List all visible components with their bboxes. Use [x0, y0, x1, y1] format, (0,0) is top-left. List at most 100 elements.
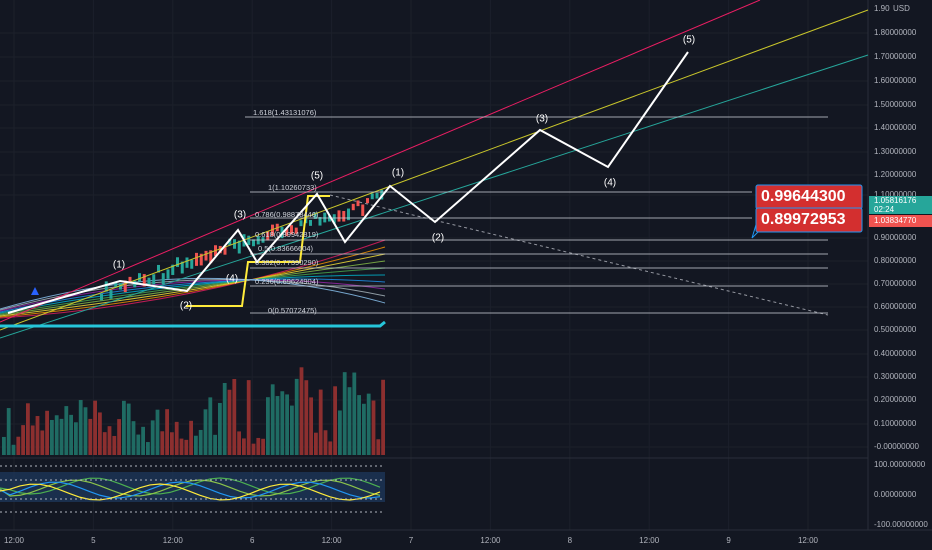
- volume-bar: [98, 412, 102, 455]
- time-tick-label: 7: [409, 536, 414, 545]
- ma-line: [0, 274, 386, 314]
- trend-line: [0, 0, 761, 323]
- volume-bar: [2, 436, 6, 455]
- currency: USD: [893, 4, 910, 13]
- ma-line: [0, 239, 386, 319]
- time-tick-label: 5: [91, 536, 96, 545]
- wave-label: (1): [392, 168, 404, 179]
- volume-bar: [155, 409, 160, 455]
- volume-bar: [136, 434, 141, 455]
- osc-tick-label: -100.00000000: [874, 520, 928, 529]
- price-tick-label: 0.20000000: [874, 395, 917, 404]
- price-tick-label: 0.30000000: [874, 372, 917, 381]
- price-tick-label: 0.70000000: [874, 279, 917, 288]
- candle: [332, 214, 336, 224]
- volume-bar: [102, 432, 107, 455]
- volume-bar: [88, 418, 93, 455]
- volume-bar: [6, 408, 11, 455]
- volume-bar: [208, 397, 213, 455]
- volume-bar: [366, 393, 371, 455]
- time-tick-label: 12:00: [163, 536, 184, 545]
- price-tick-label: 1.70000000: [874, 52, 917, 61]
- volume-bar: [78, 400, 83, 455]
- price-box-label: 0.89972953: [761, 211, 846, 228]
- volume-bar: [352, 372, 357, 455]
- volume-bar: [323, 430, 328, 455]
- candle: [180, 261, 184, 274]
- volume-bar: [227, 389, 232, 455]
- osc-line: [0, 477, 381, 495]
- volume-bar: [59, 418, 64, 455]
- volume-bar: [50, 419, 54, 455]
- candle: [356, 200, 360, 207]
- fib-label: 0.786(0.98878446): [255, 210, 319, 219]
- price-tick-label: 1.60000000: [874, 76, 917, 85]
- candle: [337, 210, 341, 222]
- volume-bar: [232, 378, 237, 455]
- time-tick-label: 12:00: [798, 536, 819, 545]
- candle: [290, 225, 293, 235]
- price-box-label: 0.99644300: [761, 188, 846, 205]
- volume-bar: [30, 425, 35, 455]
- wave-label: (2): [432, 233, 444, 244]
- signal-marker: [31, 287, 39, 295]
- wave-label: (4): [226, 274, 238, 285]
- candle: [114, 282, 118, 288]
- candle: [309, 219, 312, 226]
- candle: [252, 239, 255, 247]
- volume-bar: [270, 384, 275, 455]
- candle: [100, 294, 103, 301]
- candle: [152, 274, 156, 285]
- candle: [123, 280, 127, 293]
- candle: [166, 269, 170, 279]
- volume-bar: [266, 397, 270, 455]
- volume-bar: [35, 416, 40, 455]
- price-tick-label: 0.10000000: [874, 419, 917, 428]
- volume-bar: [150, 420, 155, 455]
- volume-bar: [333, 386, 337, 455]
- wave-label: (5): [311, 171, 323, 182]
- price-tick-label: 0.80000000: [874, 256, 917, 265]
- volume-bar: [184, 439, 189, 455]
- ma-line: [0, 267, 386, 315]
- candle: [147, 277, 151, 287]
- volume-bar: [93, 400, 97, 455]
- volume-bar: [83, 407, 88, 455]
- trend-line: [0, 9, 869, 331]
- volume-bar: [165, 409, 169, 455]
- time-tick-label: 6: [250, 536, 255, 545]
- price-tick-label: 1.30000000: [874, 147, 917, 156]
- oscillator: [0, 465, 385, 513]
- volume-bar: [251, 443, 256, 455]
- volume-bar: [69, 414, 73, 455]
- candle: [247, 235, 251, 245]
- volume-bar: [45, 410, 49, 455]
- volume-bar: [362, 403, 366, 455]
- volume-bar: [314, 432, 318, 455]
- volume-bar: [131, 421, 136, 455]
- time-tick-label: 9: [726, 536, 731, 545]
- volume-bar: [376, 439, 381, 455]
- volume-bar: [160, 431, 165, 455]
- price-tick-label: 1.80000000: [874, 28, 917, 37]
- time-tick-label: 12:00: [639, 536, 660, 545]
- candle: [142, 274, 146, 287]
- fib-lines: [245, 116, 828, 314]
- ma-line: [0, 253, 386, 317]
- volume-bar: [170, 432, 174, 455]
- yellow-path: [186, 195, 330, 307]
- candle: [347, 208, 350, 221]
- candle: [223, 246, 227, 255]
- volume-bar: [74, 422, 78, 455]
- candle: [171, 264, 175, 275]
- candle: [342, 211, 346, 222]
- time-tick-label: 8: [568, 536, 573, 545]
- wave-label: (3): [234, 210, 246, 221]
- volume-bar: [218, 402, 222, 455]
- candle: [323, 212, 327, 223]
- volume-bar: [54, 415, 59, 455]
- wave-path: [7, 51, 689, 314]
- support-line: [0, 320, 386, 328]
- volume-bar: [242, 438, 246, 455]
